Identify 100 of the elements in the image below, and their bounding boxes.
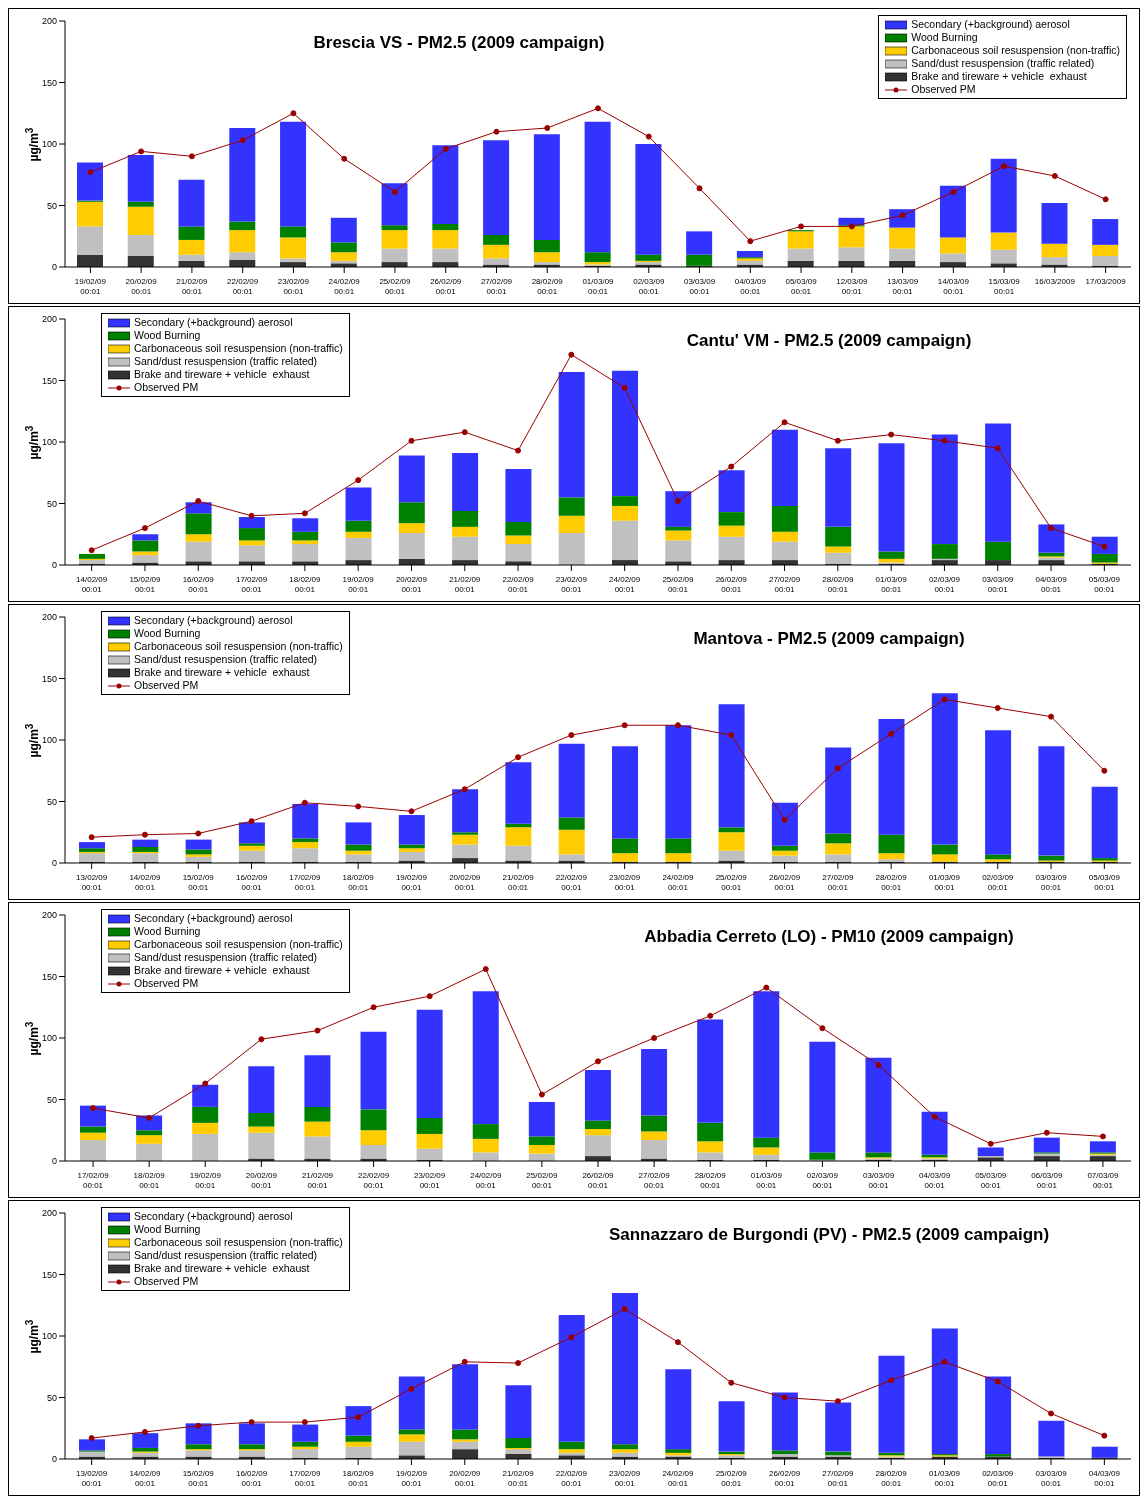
x-tick-label: 21/02/09 00:01 [301,1171,334,1190]
x-tick-label: 02/03/09 00:01 [806,1171,839,1190]
legend-label: Observed PM [134,977,199,990]
legend-label: Brake and tireware + vehicle exhaust [134,666,310,679]
x-tick-label: 25/02/09 00:01 [526,1171,559,1190]
x-tick-label: 24/02/09 00:01 [662,873,695,892]
y-tick-label: 0 [51,1156,57,1167]
x-tick-label: 15/02/09 00:01 [129,575,162,594]
x-tick-label: 20/02/09 00:01 [395,575,428,594]
legend-label: Carbonaceous soil resuspension (non-traffic) [134,342,343,355]
y-tick-label: 0 [51,560,57,571]
legend-label: Carbonaceous soil resuspension (non-traffic) [134,1236,343,1249]
x-tick-label: 24/02/09 00:01 [470,1171,502,1190]
x-tick-label: 15/02/09 00:01 [182,1469,215,1488]
x-tick-label: 13/02/09 00:01 [76,873,108,892]
y-tick-label: 150 [41,971,57,982]
x-tick-label: 17/02/09 00:01 [289,1469,321,1488]
x-tick-label: 25/02/09 00:01 [715,1469,748,1488]
legend-label: Observed PM [134,381,199,394]
x-tick-label: 01/03/09 00:01 [928,1469,961,1488]
x-tick-label: 01/03/09 00:01 [582,277,615,296]
x-tick-label: 20/02/09 00:01 [245,1171,278,1190]
legend-label: Wood Burning [911,31,978,44]
x-tick-label: 28/02/09 00:01 [822,575,854,594]
x-tick-label: 01/03/09 00:01 [875,575,908,594]
x-tick-label: 28/02/09 00:01 [875,1469,908,1488]
x-tick-label: 28/02/09 00:01 [531,277,564,296]
x-tick-label: 16/02/09 00:01 [235,1469,268,1488]
x-tick-label: 04/03/09 00:01 [1035,575,1068,594]
y-tick-label: 0 [51,1454,57,1465]
y-tick-label: 100 [41,437,57,448]
x-tick-label: 26/02/09 00:01 [430,277,462,296]
y-tick-label: 50 [46,200,57,211]
x-tick-label: 28/02/09 00:01 [694,1171,727,1190]
x-tick-label: 04/03/09 00:01 [1088,1469,1121,1488]
x-tick-label: 14/02/09 00:01 [76,575,108,594]
y-tick-label: 200 [41,314,57,325]
legend-label: Carbonaceous soil resuspension (non-traffic) [134,938,343,951]
x-tick-label: 19/02/09 00:01 [342,575,375,594]
legend-label: Brake and tireware + vehicle exhaust [134,368,310,381]
x-tick-label: 05/03/09 00:01 [785,277,818,296]
legend-label: Carbonaceous soil resuspension (non-traffic) [134,640,343,653]
x-tick-label: 02/03/09 00:01 [982,873,1014,892]
y-tick-label: 150 [41,1269,57,1280]
x-tick-label: 23/02/09 00:01 [555,575,588,594]
x-tick-label: 18/02/09 00:01 [342,873,375,892]
y-tick-label: 150 [41,375,57,386]
x-tick-label: 14/03/09 00:01 [937,277,970,296]
x-tick-label: 26/02/09 00:01 [582,1171,615,1190]
y-tick-label: 150 [41,77,57,88]
x-tick-label: 25/02/09 00:01 [662,575,695,594]
x-tick-label: 21/02/09 00:01 [502,1469,535,1488]
x-tick-label: 27/02/09 00:01 [638,1171,671,1190]
text: Brescia VS - PM2.5 (2009 campaign) [312,33,606,53]
y-tick-label: 150 [41,673,57,684]
text: Sannazzaro de Burgondi (PV) - PM2.5 (2009 campaign) [607,1225,1051,1245]
x-tick-label: 20/02/09 00:01 [449,1469,481,1488]
x-tick-label: 26/02/09 00:01 [715,575,748,594]
x-tick-label: 23/02/09 00:01 [609,1469,641,1488]
x-tick-label: 05/03/09 00:01 [1088,575,1121,594]
legend-label: Brake and tireware + vehicle exhaust [911,70,1087,83]
y-tick-label: 200 [41,612,57,623]
x-tick-label: 02/03/09 00:01 [928,575,961,594]
x-tick-label: 14/02/09 00:01 [129,873,162,892]
legend-label: Secondary (+background) aerosol [134,316,293,329]
legend-label: Secondary (+background) aerosol [134,1210,293,1223]
x-tick-label: 28/02/09 00:01 [875,873,908,892]
x-tick-label: 27/02/09 00:01 [768,575,801,594]
y-tick-label: 100 [41,1033,57,1044]
legend-label: Sand/dust resuspension (traffic related) [134,355,318,368]
x-tick-label: 04/03/09 00:01 [919,1171,951,1190]
y-tick-label: 50 [46,1094,57,1105]
text: Mantova - PM2.5 (2009 campaign) [692,629,966,649]
x-tick-label: 26/02/09 00:01 [768,873,801,892]
x-tick-label: 02/03/09 00:01 [633,277,665,296]
legend-label: Secondary (+background) aerosol [134,614,293,627]
y-tick-label: 0 [51,262,57,273]
x-tick-label: 19/02/09 00:01 [74,277,107,296]
x-tick-label: 03/03/09 00:01 [862,1171,895,1190]
x-tick-label: 22/02/09 00:01 [555,1469,588,1488]
x-tick-label: 18/02/09 00:01 [342,1469,375,1488]
x-tick-label: 03/03/09 00:01 [1035,873,1068,892]
y-tick-label: 100 [41,735,57,746]
legend-label: Wood Burning [134,1223,201,1236]
x-tick-label: 01/03/09 00:01 [750,1171,783,1190]
x-tick-label: 26/02/09 00:01 [768,1469,801,1488]
x-tick-label: 15/02/09 00:01 [182,873,215,892]
x-tick-label: 03/03/09 00:01 [982,575,1014,594]
x-tick-label: 12/03/09 00:01 [836,277,868,296]
x-tick-label: 22/02/09 00:01 [358,1171,390,1190]
x-tick-label: 22/02/09 00:01 [502,575,535,594]
legend-label: Sand/dust resuspension (traffic related) [134,653,318,666]
x-tick-label: 18/02/09 00:01 [289,575,321,594]
x-tick-label: 27/02/09 00:01 [822,1469,854,1488]
x-tick-label: 04/03/09 00:01 [734,277,767,296]
x-tick-label: 24/02/09 00:01 [609,575,641,594]
y-tick-label: 100 [41,1331,57,1342]
y-tick-label: 0 [51,858,57,869]
x-tick-label: 27/02/09 00:01 [480,277,513,296]
x-tick-label: 19/02/09 00:01 [395,1469,428,1488]
